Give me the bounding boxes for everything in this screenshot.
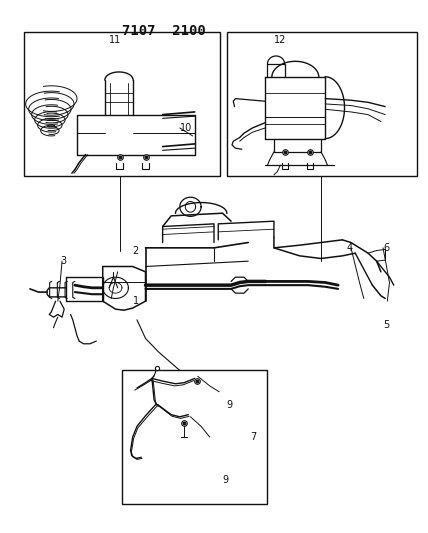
Text: 9: 9: [227, 400, 233, 410]
Text: 3: 3: [60, 256, 66, 266]
Text: 7107  2100: 7107 2100: [122, 24, 206, 38]
Text: 12: 12: [274, 35, 286, 45]
Text: 5: 5: [383, 320, 389, 330]
Text: 7: 7: [250, 432, 257, 442]
Text: 11: 11: [109, 35, 122, 45]
Text: 6: 6: [383, 243, 389, 253]
Text: 9: 9: [223, 475, 229, 484]
Text: 4: 4: [347, 243, 353, 253]
Text: 1: 1: [133, 296, 139, 306]
Text: 10: 10: [180, 123, 192, 133]
Text: 2: 2: [133, 246, 139, 255]
